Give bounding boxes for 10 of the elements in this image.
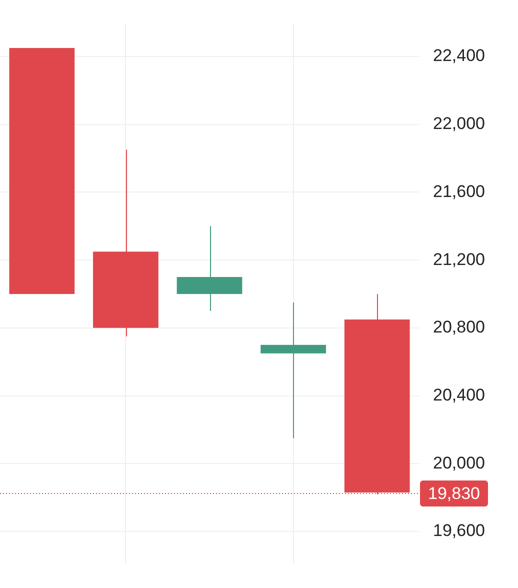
y-tick-label: 22,400 xyxy=(433,46,485,66)
y-tick-label: 21,200 xyxy=(433,250,485,269)
ref-line-label: 19,830 xyxy=(428,484,480,504)
y-tick-label: 21,600 xyxy=(433,182,485,201)
y-tick-label: 20,000 xyxy=(433,453,485,472)
y-tick-label: 20,400 xyxy=(433,386,485,404)
y-tick-label: 19,600 xyxy=(433,521,485,540)
y-tick-label: 20,800 xyxy=(433,318,485,337)
candlestick xyxy=(260,302,326,439)
y-tick-label: 22,000 xyxy=(433,114,485,133)
